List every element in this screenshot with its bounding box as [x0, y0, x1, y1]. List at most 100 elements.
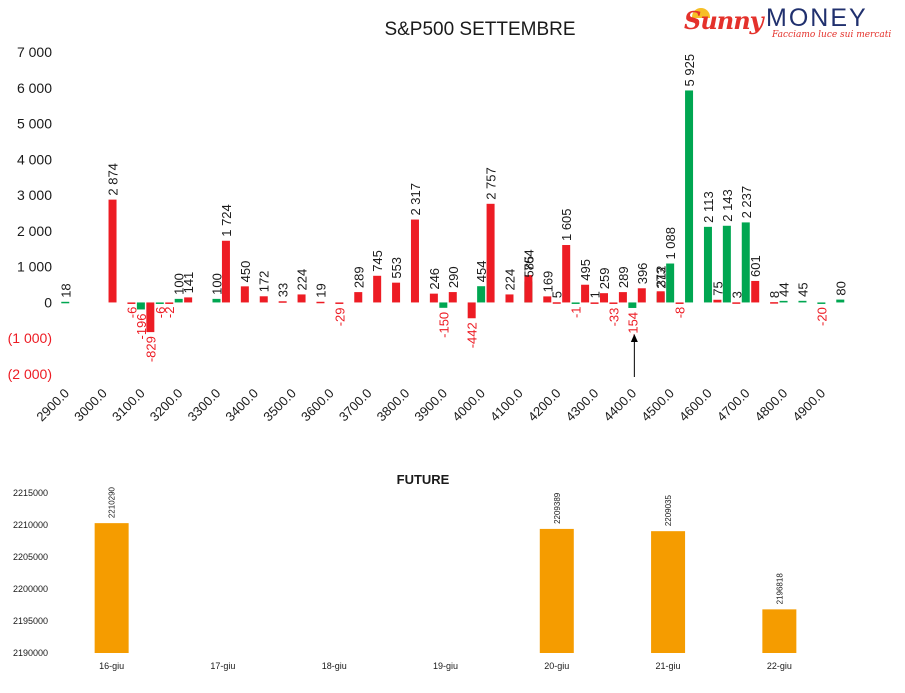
main-data-label: 745 [370, 250, 385, 272]
main-data-label: 80 [833, 281, 848, 295]
main-x-tick-label: 4200.0 [525, 386, 564, 425]
put-bar [666, 263, 675, 303]
call-bar [127, 302, 136, 304]
main-data-label: -150 [436, 312, 451, 338]
main-data-label: 224 [502, 269, 517, 291]
future-bar [539, 528, 574, 653]
main-data-label: -6 [124, 307, 139, 319]
main-x-tick-label: 4100.0 [487, 386, 526, 425]
put-bar [741, 222, 750, 303]
put-bar [571, 302, 580, 304]
main-y-tick-label: (2 000) [8, 366, 52, 382]
call-bar [486, 203, 495, 303]
main-data-label: 224 [295, 269, 310, 291]
call-bar [165, 302, 174, 304]
future-x-tick-label: 16-giu [99, 661, 124, 671]
main-data-label: 2 757 [484, 167, 499, 200]
main-data-label: 312 [654, 266, 669, 288]
put-bar [439, 302, 448, 308]
main-y-tick-label: 6 000 [17, 80, 52, 96]
main-data-label: 8 [767, 291, 782, 298]
main-data-label: 289 [616, 266, 631, 288]
put-bar [212, 298, 221, 303]
main-x-tick-label: 4400.0 [600, 386, 639, 425]
call-bar [599, 293, 608, 303]
call-bar [108, 199, 117, 303]
call-bar [581, 284, 590, 303]
main-data-label: -33 [606, 308, 621, 327]
main-data-label: 553 [389, 257, 404, 279]
call-bar [505, 294, 514, 303]
main-y-tick-label: 7 000 [17, 44, 52, 60]
call-bar [278, 301, 287, 303]
future-y-tick-label: 2200000 [13, 584, 48, 594]
future-y-tick-label: 2210000 [13, 520, 48, 530]
main-x-axis: 2900.0 3000.0 3100.0 3200.0 3300.0 3400.0 3500… [33, 386, 828, 425]
put-bar [722, 225, 731, 303]
main-data-label: 273 [654, 267, 669, 289]
main-x-tick-label: 3200.0 [147, 386, 186, 425]
main-y-tick-label: 5 000 [17, 116, 52, 132]
main-data-label: 1 [588, 291, 603, 298]
call-bar [552, 302, 561, 304]
main-x-tick-label: 4900.0 [789, 386, 828, 425]
future-data-label: 2209035 [664, 494, 673, 526]
main-data-label: 450 [238, 261, 253, 283]
put-bar [798, 300, 807, 303]
call-bar [146, 302, 155, 333]
main-data-label: 169 [540, 271, 555, 293]
logo-sunny-text: Sunny [684, 6, 764, 35]
call-bar [656, 291, 665, 303]
call-bar [751, 280, 760, 303]
main-data-label: 100 [209, 273, 224, 295]
main-data-label: -20 [814, 307, 829, 326]
call-bar [448, 292, 457, 303]
future-bar [94, 523, 129, 653]
main-x-tick-label: 4800.0 [752, 386, 791, 425]
future-x-tick-label: 19-giu [433, 661, 458, 671]
main-x-tick-label: 4700.0 [714, 386, 753, 425]
main-y-tick-label: 1 000 [17, 259, 52, 275]
call-bar [618, 292, 627, 303]
call-bar [184, 297, 193, 303]
main-data-label: 5 [550, 291, 565, 298]
call-bar [259, 296, 268, 303]
future-bars [94, 523, 797, 653]
put-bar [836, 299, 845, 303]
future-chart: FUTURE 2215000 2210000 2205000 2200000 21950… [13, 472, 797, 671]
main-x-tick-label: 3800.0 [374, 386, 413, 425]
main-data-label: 246 [427, 268, 442, 290]
sun-icon [692, 8, 710, 18]
call-bar [543, 296, 552, 303]
call-bar [240, 286, 249, 303]
main-data-label: 1 605 [559, 208, 574, 241]
put-bar [685, 90, 694, 303]
main-data-label: 396 [635, 263, 650, 285]
sunny-money-logo: Sunny MONEY Facciamo luce sui mercati [684, 4, 891, 42]
future-y-tick-label: 2215000 [13, 488, 48, 498]
future-x-tick-label: 18-giu [322, 661, 347, 671]
call-bar [467, 302, 476, 319]
future-y-tick-label: 2190000 [13, 648, 48, 658]
main-x-tick-label: 3100.0 [109, 386, 148, 425]
main-data-label: 75 [710, 281, 725, 295]
main-data-label: 5 925 [682, 54, 697, 87]
main-data-label: 172 [257, 271, 272, 293]
future-data-label: 2210290 [108, 486, 117, 518]
main-data-label: -1 [569, 306, 584, 318]
main-data-label: -6 [153, 307, 168, 319]
future-data-labels: 2210290 2209389 2209035 2196818 [108, 486, 785, 604]
main-x-tick-label: 3400.0 [222, 386, 261, 425]
call-bar [562, 245, 571, 303]
put-bar [628, 302, 637, 308]
call-bar [770, 302, 779, 304]
main-x-tick-label: 3600.0 [298, 386, 337, 425]
arrow-head-icon [630, 334, 638, 342]
future-bar [651, 531, 686, 653]
main-data-label: -29 [332, 307, 347, 326]
put-bar [779, 300, 788, 303]
strike-arrow [630, 334, 638, 377]
future-y-axis: 2215000 2210000 2205000 2200000 2195000 21900… [13, 488, 48, 658]
future-x-tick-label: 22-giu [767, 661, 792, 671]
